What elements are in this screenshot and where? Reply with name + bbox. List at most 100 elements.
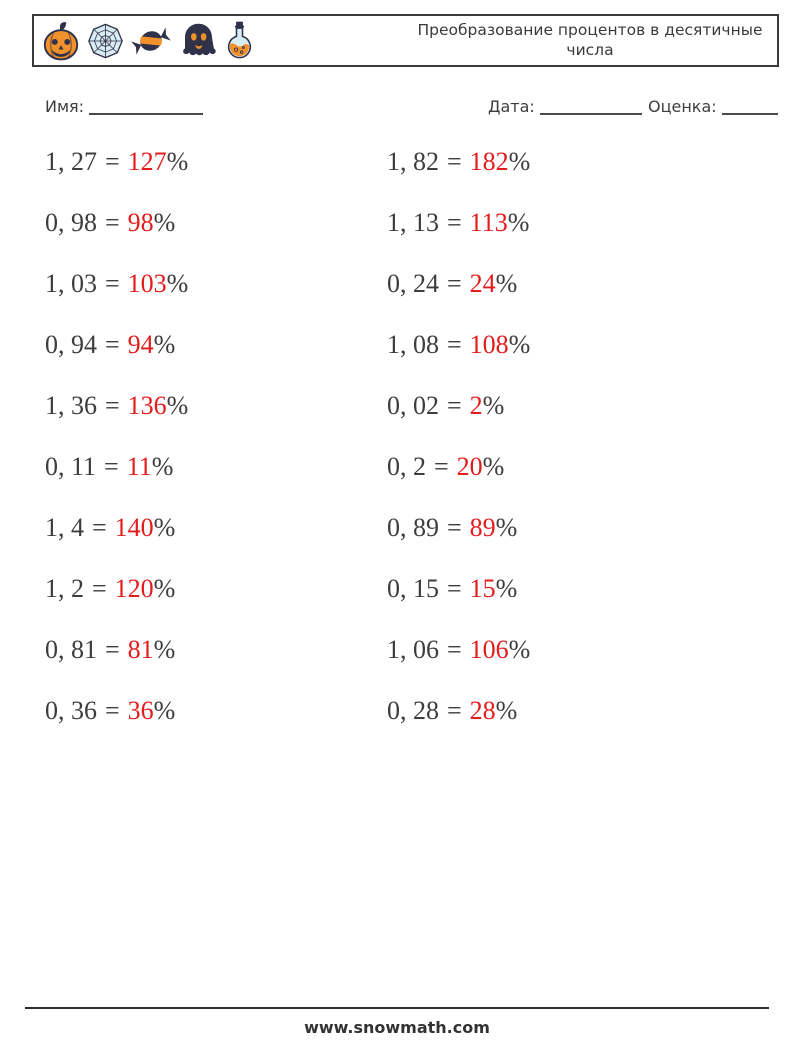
equals-sign: = [105,696,120,725]
answer-value: 81 [127,635,154,664]
answer-value: 106 [469,635,509,664]
problem-row: 1, 03 = 103% [45,253,188,314]
answer-value: 113 [469,208,508,237]
answer-value: 103 [127,269,167,298]
problem-row: 1, 2 = 120% [45,558,188,619]
answer-value: 108 [469,330,509,359]
equals-sign: = [447,696,462,725]
percent-sign: % [151,452,174,481]
percent-sign: % [166,391,189,420]
problem-row: 1, 06 = 106% [387,619,530,680]
date-label: Дата: [488,97,535,116]
percent-sign: % [495,513,518,542]
problem-row: 0, 89 = 89% [387,497,530,558]
decimal-value: 1, 36 [45,391,97,420]
problem-row: 1, 82 = 182% [387,131,530,192]
answer-value: 120 [114,574,154,603]
percent-sign: % [508,147,531,176]
decimal-value: 0, 02 [387,391,439,420]
problem-row: 0, 81 = 81% [45,619,188,680]
percent-sign: % [495,696,518,725]
decimal-value: 0, 24 [387,269,439,298]
percent-sign: % [495,574,518,603]
answer-value: 182 [469,147,509,176]
grade-field: Оценка: [648,97,778,116]
problem-row: 1, 13 = 113% [387,192,530,253]
problem-row: 1, 36 = 136% [45,375,188,436]
answer-value: 11 [126,452,152,481]
answer-value: 136 [127,391,167,420]
name-field: Имя: [45,97,204,116]
footer-divider [25,1007,769,1009]
percent-sign: % [153,330,176,359]
problem-row: 0, 11 = 11% [45,436,188,497]
decimal-value: 1, 03 [45,269,97,298]
equals-sign: = [105,635,120,664]
problem-row: 0, 98 = 98% [45,192,188,253]
percent-sign: % [508,330,531,359]
halloween-icon-row [40,17,255,65]
equals-sign: = [447,574,462,603]
problems-column-left: 1, 27 = 127% 0, 98 = 98% 1, 03 = 103% 0, 94 = 94… [45,131,188,741]
ghost-icon [183,23,216,55]
decimal-value: 1, 4 [45,513,84,542]
answer-value: 28 [469,696,496,725]
problem-row: 1, 4 = 140% [45,497,188,558]
equals-sign: = [447,635,462,664]
decimal-value: 1, 2 [45,574,84,603]
problem-row: 0, 94 = 94% [45,314,188,375]
equals-sign: = [105,208,120,237]
decimal-value: 1, 06 [387,635,439,664]
problem-row: 0, 36 = 36% [45,680,188,741]
decimal-value: 1, 13 [387,208,439,237]
grade-blank-line [721,100,778,115]
percent-sign: % [153,513,176,542]
equals-sign: = [104,452,119,481]
equals-sign: = [92,513,107,542]
answer-value: 94 [127,330,154,359]
answer-value: 98 [127,208,154,237]
problem-row: 0, 28 = 28% [387,680,530,741]
answer-value: 15 [469,574,496,603]
date-field: Дата: [488,97,642,116]
equals-sign: = [105,330,120,359]
percent-sign: % [482,452,505,481]
percent-sign: % [153,696,176,725]
equals-sign: = [447,147,462,176]
footer-url: www.snowmath.com [304,1018,490,1037]
answer-value: 140 [114,513,154,542]
equals-sign: = [434,452,449,481]
potion-flask-icon [227,21,252,58]
grade-label: Оценка: [648,97,717,116]
problem-row: 1, 08 = 108% [387,314,530,375]
percent-sign: % [482,391,505,420]
equals-sign: = [105,391,120,420]
equals-sign: = [447,208,462,237]
name-label: Имя: [45,97,85,116]
decimal-value: 0, 28 [387,696,439,725]
spider-web-icon [88,23,123,58]
decimal-value: 0, 98 [45,208,97,237]
problem-row: 0, 24 = 24% [387,253,530,314]
decimal-value: 0, 89 [387,513,439,542]
decimal-value: 1, 27 [45,147,97,176]
decimal-value: 0, 81 [45,635,97,664]
decimal-value: 0, 11 [45,452,97,481]
header-box: Преобразование процентов в десятичные чи… [32,14,779,67]
answer-value: 2 [469,391,483,420]
percent-sign: % [153,208,176,237]
decimal-value: 1, 82 [387,147,439,176]
percent-sign: % [153,574,176,603]
problem-row: 0, 2 = 20% [387,436,530,497]
percent-sign: % [507,208,530,237]
problem-row: 1, 27 = 127% [45,131,188,192]
equals-sign: = [447,391,462,420]
percent-sign: % [166,269,189,298]
percent-sign: % [508,635,531,664]
percent-sign: % [166,147,189,176]
name-blank-line [89,100,204,115]
decimal-value: 1, 08 [387,330,439,359]
equals-sign: = [447,330,462,359]
date-blank-line [539,100,642,115]
